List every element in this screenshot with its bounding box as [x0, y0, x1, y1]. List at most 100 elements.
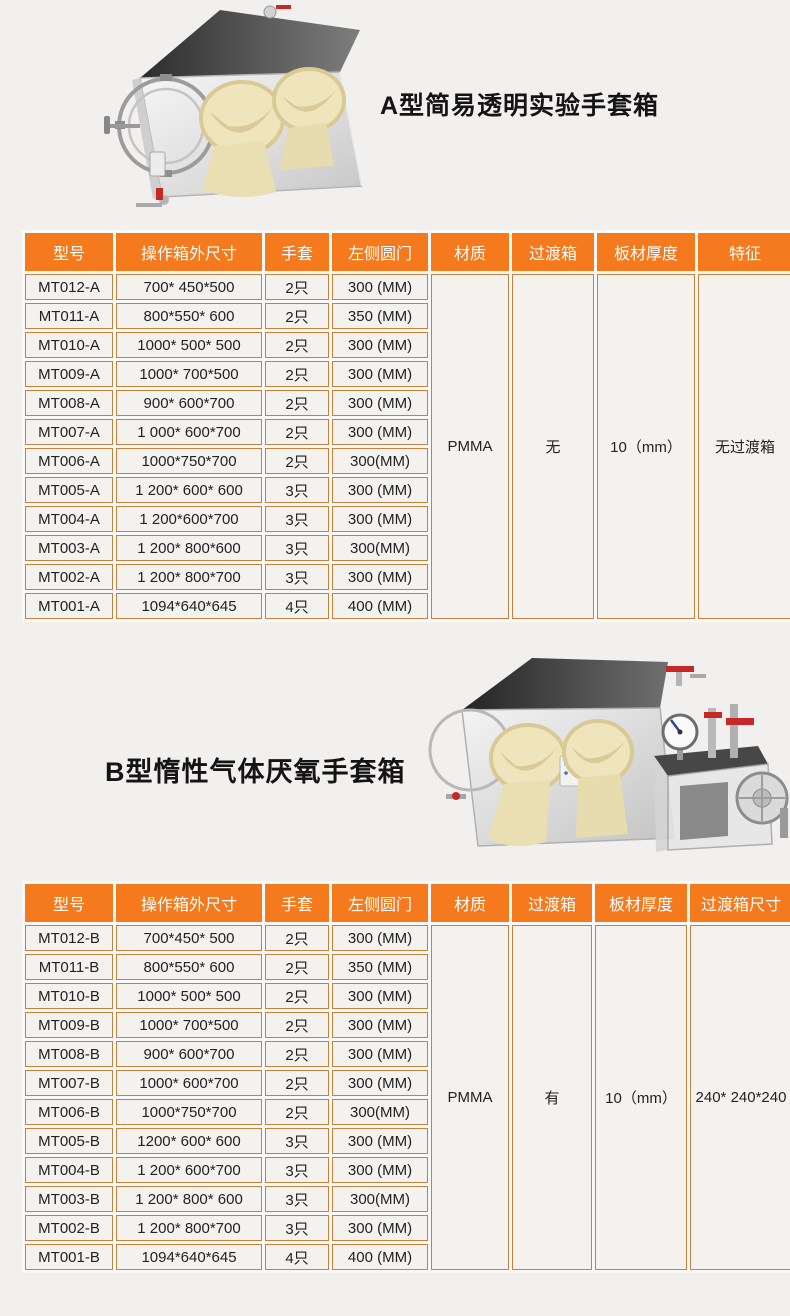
table-cell: 300 (MM) [332, 1041, 428, 1067]
table-cell: 1000* 600*700 [116, 1070, 262, 1096]
table-cell: 300(MM) [332, 535, 428, 561]
glove-sleeve [280, 123, 334, 170]
table-cell: 300 (MM) [332, 1215, 428, 1241]
table-row: MT003-A 1 200* 800*600 3只 300(MM) [25, 535, 790, 561]
table-cell: MT001-A [25, 593, 113, 619]
table-cell: 300 (MM) [332, 983, 428, 1009]
table-cell: 4只 [265, 1244, 329, 1270]
table-cell: 2只 [265, 390, 329, 416]
table-row: MT012-B 700*450* 500 2只 300 (MM) PMMA 有 10（mm）… [25, 925, 790, 1270]
table-cell: 300 (MM) [332, 506, 428, 532]
table-cell: 350 (MM) [332, 303, 428, 329]
table-row: MT010-A 1000* 500* 500 2只 300 (MM) [25, 332, 790, 358]
col-header-transition-size: 过渡箱尺寸 [690, 884, 790, 922]
col-header-left-door: 左侧圆门 [332, 233, 428, 271]
col-header-gloves: 手套 [265, 884, 329, 922]
glove-sleeve [488, 780, 550, 847]
door-latch [149, 151, 166, 177]
table-row: MT006-A 1000*750*700 2只 300(MM) [25, 448, 790, 474]
table-cell: 300 (MM) [332, 361, 428, 387]
col-header-material: 材质 [431, 233, 509, 271]
table-cell: MT003-B [25, 1186, 113, 1212]
table-cell: MT006-B [25, 1099, 113, 1125]
table-cell: 300 (MM) [332, 1157, 428, 1183]
table-cell: 2只 [265, 1041, 329, 1067]
col-header-gloves: 手套 [265, 233, 329, 271]
col-header-plate-thickness: 板材厚度 [595, 884, 687, 922]
table-cell-merged: 无过渡箱 [698, 274, 790, 619]
transition-door [735, 771, 789, 838]
table-cell: MT007-A [25, 419, 113, 445]
table-cell: MT008-A [25, 390, 113, 416]
table-row: MT008-B 900* 600*700 2只 300 (MM) [25, 1041, 790, 1067]
table-cell: MT007-B [25, 1070, 113, 1096]
col-header-material: 材质 [431, 884, 509, 922]
table-row: MT011-B 800*550* 600 2只 350 (MM) [25, 954, 790, 980]
table-row: MT001-B 1094*640*645 4只 400 (MM) [25, 1244, 790, 1270]
gas-valve-top [666, 666, 706, 686]
col-header-model: 型号 [25, 233, 113, 271]
table-cell: 2只 [265, 1012, 329, 1038]
table-cell-merged: 10（mm） [595, 925, 687, 1270]
table-cell: 300 (MM) [332, 1070, 428, 1096]
table-cell-merged: 10（mm） [597, 274, 695, 619]
table-cell: MT006-A [25, 448, 113, 474]
table-cell: 4只 [265, 593, 329, 619]
table-cell: 2只 [265, 925, 329, 951]
inlet-valves [704, 704, 754, 758]
table-cell: 300(MM) [332, 1186, 428, 1212]
table-cell: 2只 [265, 361, 329, 387]
table-cell: 1000* 500* 500 [116, 983, 262, 1009]
table-cell: 2只 [265, 274, 329, 300]
table-cell: MT012-A [25, 274, 113, 300]
table-row: MT005-A 1 200* 600* 600 3只 300 (MM) [25, 477, 790, 503]
table-cell: MT009-B [25, 1012, 113, 1038]
table-cell: MT010-A [25, 332, 113, 358]
table-cell: MT005-B [25, 1128, 113, 1154]
header-row: 型号 操作箱外尺寸 手套 左侧圆门 材质 过渡箱 板材厚度 过渡箱尺寸 [25, 884, 790, 922]
table-row: MT004-A 1 200*600*700 3只 300 (MM) [25, 506, 790, 532]
table-row: MT006-B 1000*750*700 2只 300(MM) [25, 1099, 790, 1125]
col-header-model: 型号 [25, 884, 113, 922]
table-cell: 1000*750*700 [116, 448, 262, 474]
table-cell: 700* 450*500 [116, 274, 262, 300]
table-cell: MT009-A [25, 361, 113, 387]
table-cell: 3只 [265, 1186, 329, 1212]
table-cell: 800*550* 600 [116, 954, 262, 980]
col-header-outer-size: 操作箱外尺寸 [116, 233, 262, 271]
table-cell: MT003-A [25, 535, 113, 561]
table-cell-merged: 240* 240*240 [690, 925, 790, 1270]
table-cell: 2只 [265, 448, 329, 474]
table-cell: MT002-B [25, 1215, 113, 1241]
table-cell: MT008-B [25, 1041, 113, 1067]
table-cell: 300 (MM) [332, 564, 428, 590]
table-cell: 2只 [265, 983, 329, 1009]
table-cell: MT001-B [25, 1244, 113, 1270]
glove-port-right [562, 719, 634, 838]
table-cell: MT011-B [25, 954, 113, 980]
table-cell: 1094*640*645 [116, 593, 262, 619]
table-cell: MT010-B [25, 983, 113, 1009]
table-cell-merged: PMMA [431, 925, 509, 1270]
col-header-transition-box: 过渡箱 [512, 233, 594, 271]
table-cell: 700*450* 500 [116, 925, 262, 951]
table-row: MT007-A 1 000* 600*700 2只 300 (MM) [25, 419, 790, 445]
table-cell: MT004-A [25, 506, 113, 532]
section-b-title: B型惰性气体厌氧手套箱 [105, 757, 406, 787]
table-row: MT002-A 1 200* 800*700 3只 300 (MM) [25, 564, 790, 590]
product-photo-b [428, 658, 789, 852]
table-cell: 2只 [265, 419, 329, 445]
box-top-panel [140, 10, 360, 78]
table-row: MT010-B 1000* 500* 500 2只 300 (MM) [25, 983, 790, 1009]
table-cell: 1000* 700*500 [116, 361, 262, 387]
table-cell: 3只 [265, 1128, 329, 1154]
gas-valve-top [263, 5, 291, 19]
table-cell: 900* 600*700 [116, 390, 262, 416]
table-cell: 3只 [265, 506, 329, 532]
table-cell: 2只 [265, 332, 329, 358]
table-cell-merged: PMMA [431, 274, 509, 619]
table-cell: MT005-A [25, 477, 113, 503]
col-header-transition-box: 过渡箱 [512, 884, 592, 922]
col-header-outer-size: 操作箱外尺寸 [116, 884, 262, 922]
table-row: MT002-B 1 200* 800*700 3只 300 (MM) [25, 1215, 790, 1241]
